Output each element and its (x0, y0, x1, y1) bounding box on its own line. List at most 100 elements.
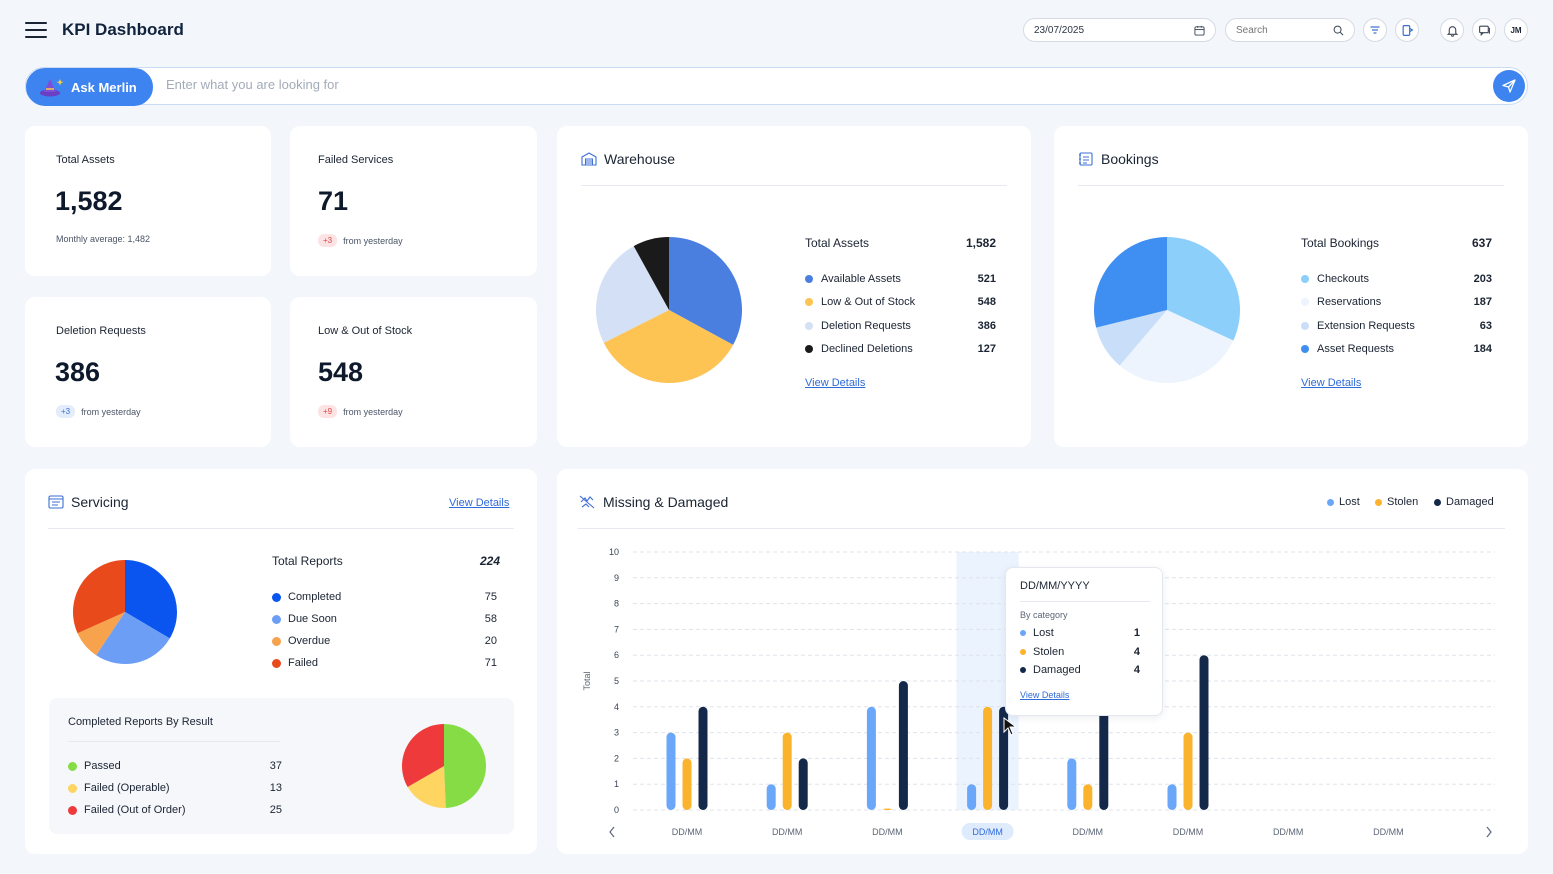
search-icon (1333, 25, 1344, 35)
x-tick-label[interactable]: DD/MM (672, 827, 703, 837)
stat-label: Failed Services (318, 154, 394, 166)
menu-icon[interactable] (25, 21, 47, 39)
ask-merlin-button[interactable]: Ask Merlin (26, 68, 153, 106)
bar-damaged-3[interactable] (999, 706, 1009, 810)
bookings-slice-3[interactable] (1094, 237, 1167, 328)
warehouse-view-details-link[interactable]: View Details (805, 377, 866, 389)
results-slice-0[interactable] (444, 724, 486, 808)
tooltip-row: Damaged 4 (1020, 664, 1140, 676)
x-tick-label[interactable]: DD/MM (972, 827, 1003, 837)
bar-lost-4[interactable] (1067, 758, 1077, 810)
total-label: Total Assets (805, 236, 870, 250)
x-tick-highlight (961, 823, 1014, 840)
bookings-view-details-link[interactable]: View Details (1301, 377, 1362, 389)
legend-value: 20 (484, 635, 497, 647)
send-button[interactable] (1493, 70, 1525, 102)
monthly-average: Monthly average: 1,482 (56, 234, 151, 244)
bar-damaged-5[interactable] (1199, 655, 1209, 810)
legend-label: Stolen (1387, 496, 1419, 508)
results-slice-1[interactable] (407, 766, 446, 808)
bar-damaged-0[interactable] (698, 706, 708, 810)
bar-lost-2[interactable] (866, 706, 876, 810)
tooltip-label: Damaged (1033, 664, 1081, 676)
bar-stolen-5[interactable] (1183, 732, 1193, 810)
legend-dot (1301, 275, 1309, 283)
bookings-legend-row: Asset Requests 184 (1301, 343, 1492, 355)
stat-card-failed-services: Failed Services 71 +3 from yesterday (290, 126, 537, 276)
legend-label: Available Assets (821, 273, 901, 285)
x-tick-label[interactable]: DD/MM (1073, 827, 1104, 837)
ask-input[interactable] (166, 77, 1466, 92)
results-slice-2[interactable] (402, 724, 444, 787)
warehouse-slice-0[interactable] (669, 237, 742, 345)
legend-dot (68, 783, 77, 793)
bookings-slice-1[interactable] (1119, 310, 1234, 383)
y-tick-label: 0 (614, 805, 619, 815)
servicing-slice-1[interactable] (96, 612, 170, 664)
legend-dot (68, 761, 77, 771)
legend-value: 13 (269, 782, 282, 794)
legend-value: 521 (977, 273, 996, 285)
bookings-panel: Bookings Total Bookings 637 Checkouts 203… (1054, 126, 1528, 447)
bar-damaged-2[interactable] (898, 681, 908, 810)
divider (68, 741, 280, 742)
bar-lost-0[interactable] (666, 732, 676, 810)
chevron-right-icon[interactable] (1486, 826, 1492, 838)
bar-stolen-0[interactable] (682, 758, 692, 810)
search-input[interactable] (1236, 24, 1326, 36)
warehouse-legend-row: Declined Deletions 127 (805, 343, 996, 355)
device-icon (1402, 24, 1414, 36)
total-value: 637 (1471, 236, 1492, 250)
x-tick-label[interactable]: DD/MM (772, 827, 803, 837)
date-picker[interactable]: 23/07/2025 (1023, 18, 1216, 42)
bookings-slice-2[interactable] (1096, 310, 1167, 366)
warehouse-slice-3[interactable] (633, 237, 669, 310)
servicing-slice-2[interactable] (77, 612, 125, 656)
servicing-slice-3[interactable] (72, 560, 125, 634)
x-tick-label[interactable]: DD/MM (1173, 827, 1204, 837)
bar-stolen-4[interactable] (1083, 784, 1093, 810)
bar-lost-1[interactable] (766, 784, 776, 810)
notifications-button[interactable] (1440, 18, 1464, 42)
chevron-left-icon[interactable] (609, 826, 615, 838)
bar-lost-3[interactable] (967, 784, 977, 810)
legend-label: Overdue (288, 635, 331, 647)
scan-button[interactable] (1395, 18, 1419, 42)
messages-button[interactable] (1472, 18, 1496, 42)
bar-damaged-1[interactable] (798, 758, 808, 810)
warehouse-slice-1[interactable] (603, 310, 734, 383)
search-box[interactable] (1225, 18, 1355, 42)
bookings-slice-0[interactable] (1167, 237, 1240, 341)
servicing-slice-0[interactable] (125, 560, 177, 639)
broken-icon (579, 495, 595, 509)
filter-button[interactable] (1363, 18, 1387, 42)
y-tick-label: 2 (614, 753, 619, 763)
warehouse-slice-2[interactable] (596, 246, 669, 343)
x-tick-label[interactable]: DD/MM (872, 827, 903, 837)
legend-dot (1434, 498, 1441, 506)
stat-label: Total Assets (56, 154, 115, 166)
change-text: from yesterday (343, 235, 403, 246)
stat-sub: +9 from yesterday (318, 405, 403, 418)
stat-card-deletion-requests: Deletion Requests 386 +3 from yesterday (25, 297, 271, 447)
legend-label: Asset Requests (1317, 342, 1395, 355)
bar-stolen-2[interactable] (882, 808, 892, 811)
x-tick-label[interactable]: DD/MM (1273, 827, 1304, 837)
bar-stolen-3[interactable] (983, 706, 993, 810)
avatar[interactable]: JM (1504, 18, 1528, 42)
legend-dot (805, 344, 813, 353)
bar-lost-5[interactable] (1167, 784, 1177, 810)
bookings-legend-row: Extension Requests 63 (1301, 320, 1492, 332)
legend-stolen: Stolen (1375, 496, 1418, 508)
tooltip-view-details-link[interactable]: View Details (1020, 690, 1070, 700)
bar-stolen-1[interactable] (782, 732, 792, 810)
tooltip-value: 4 (1133, 645, 1140, 658)
legend-label: Due Soon (288, 613, 337, 625)
servicing-view-details-link[interactable]: View Details (449, 497, 510, 509)
legend-dot (1327, 498, 1334, 506)
total-label: Total Reports (272, 554, 343, 568)
x-tick-label[interactable]: DD/MM (1373, 827, 1404, 837)
servicing-legend-row: Completed 75 (272, 591, 497, 603)
legend-value: 184 (1473, 342, 1492, 355)
total-label: Total Bookings (1301, 236, 1380, 250)
